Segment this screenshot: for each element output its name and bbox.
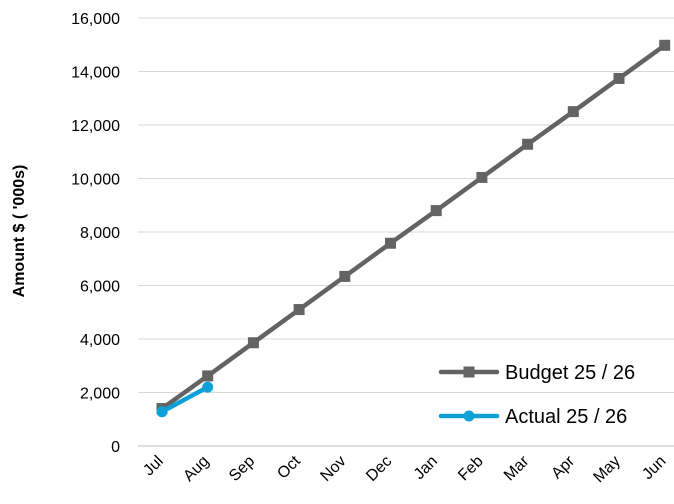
series-line (159, 43, 667, 411)
y-axis-tick-labels: 0 2,000 4,000 6,000 8,000 10,000 12,000 14,000 1… (71, 11, 120, 456)
data-point (156, 406, 168, 418)
x-tick-label: Apr (548, 452, 578, 482)
y-tick-label: 4,000 (80, 332, 120, 349)
data-point (247, 337, 259, 349)
data-point (613, 72, 625, 84)
x-tick-label: Jan (411, 453, 441, 483)
x-tick-label: Nov (317, 453, 349, 485)
data-point (202, 370, 214, 382)
y-tick-label: 6,000 (80, 279, 120, 296)
data-point (202, 381, 214, 393)
x-tick-label: Jun (639, 453, 669, 483)
data-point (430, 205, 442, 217)
x-tick-label: Aug (180, 453, 212, 485)
y-tick-label: 8,000 (80, 225, 120, 242)
x-tick-label: Mar (501, 452, 533, 484)
data-point (385, 237, 396, 249)
y-tick-label: 12,000 (71, 118, 120, 135)
y-axis-title: Amount $ ( '000s) (11, 165, 28, 298)
x-axis-tick-labels: Jul Aug Sep Oct Nov Dec Jan Feb Mar Apr May Jun (140, 452, 669, 486)
y-tick-label: 16,000 (71, 11, 120, 28)
x-tick-label: Jul (140, 453, 166, 479)
x-tick-label: May (590, 453, 623, 486)
x-tick-label: Dec (363, 453, 395, 485)
legend-label: Actual 25 / 26 (505, 406, 627, 428)
data-point (522, 138, 534, 150)
legend-marker (463, 410, 475, 422)
legend: Budget 25 / 26 Actual 25 / 26 (438, 362, 635, 428)
legend-label: Budget 25 / 26 (505, 362, 635, 384)
x-tick-label: Sep (226, 453, 258, 485)
series-budget (156, 39, 671, 415)
y-tick-label: 10,000 (71, 172, 120, 189)
legend-item: Budget 25 / 26 (438, 362, 635, 384)
y-tick-label: 0 (111, 439, 120, 456)
x-tick-label: Feb (455, 453, 487, 485)
data-point (476, 171, 488, 183)
data-point (339, 270, 351, 282)
series-actual (156, 381, 214, 418)
y-tick-label: 2,000 (80, 386, 120, 403)
legend-marker (463, 366, 475, 378)
series-line (159, 384, 210, 415)
x-tick-label: Oct (274, 452, 304, 482)
series-layer (156, 39, 671, 418)
data-point (293, 304, 305, 316)
legend-item: Actual 25 / 26 (438, 406, 627, 428)
y-tick-label: 14,000 (71, 65, 120, 82)
data-point (659, 39, 671, 51)
data-point (567, 106, 579, 118)
